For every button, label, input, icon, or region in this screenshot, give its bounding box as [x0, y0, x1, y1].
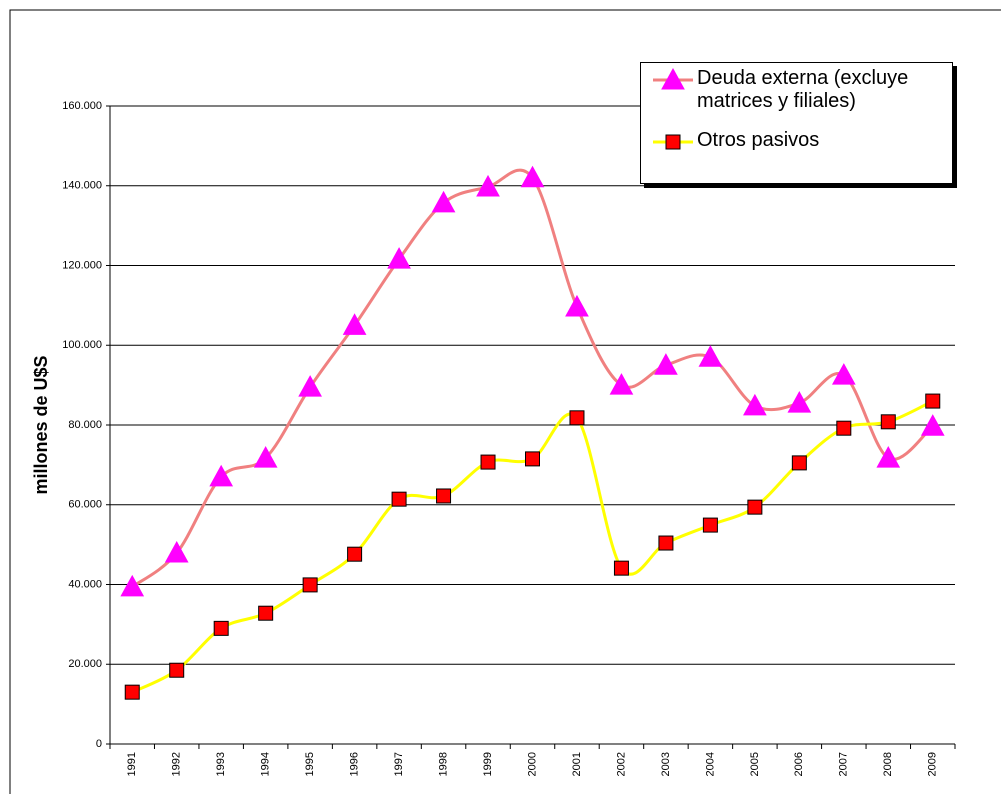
data-point	[836, 420, 852, 436]
data-point	[658, 535, 674, 551]
y-axis-label: millones de U$S	[31, 355, 51, 494]
x-tick-label: 2005	[749, 752, 761, 776]
x-tick-label: 1998	[437, 752, 449, 776]
data-point	[164, 540, 189, 563]
y-tick-label: 80.000	[68, 419, 102, 431]
x-tick-label: 1994	[260, 752, 272, 776]
x-tick-label: 1992	[171, 752, 183, 776]
y-tick-label: 100.000	[62, 339, 102, 351]
y-tick-label: 20.000	[68, 658, 102, 670]
legend-label: Otros pasivos	[697, 129, 820, 151]
x-tick-label: 2000	[526, 752, 538, 776]
data-point	[520, 165, 545, 188]
data-point	[387, 247, 411, 269]
series-line	[131, 168, 934, 589]
data-point	[569, 410, 585, 426]
data-point	[831, 363, 856, 385]
data-point	[613, 560, 629, 576]
x-tick-label: 2007	[838, 752, 850, 776]
data-point	[347, 546, 363, 562]
data-point	[791, 455, 807, 471]
data-point	[698, 345, 723, 367]
y-tick-label: 0	[96, 738, 102, 750]
data-point	[258, 605, 274, 621]
y-tick-label: 60.000	[68, 499, 102, 511]
data-point	[525, 451, 540, 467]
x-tick-label: 2001	[571, 752, 583, 776]
data-point	[920, 414, 945, 436]
x-tick-label: 2004	[704, 752, 716, 776]
x-tick-label: 2002	[615, 752, 627, 776]
y-tick-label: 120.000	[62, 259, 102, 271]
data-point	[213, 620, 229, 636]
x-tick-label: 2008	[882, 752, 894, 776]
chart-frame	[9, 9, 1001, 794]
data-point	[880, 414, 896, 430]
legend-marker	[665, 134, 681, 150]
data-point	[743, 393, 767, 416]
data-point	[169, 662, 185, 678]
data-point	[342, 313, 367, 335]
x-tick-label: 1996	[349, 752, 361, 776]
data-point	[565, 294, 589, 317]
legend-symbols	[653, 67, 693, 150]
x-tick-label: 2006	[793, 752, 805, 776]
y-tick-label: 140.000	[62, 180, 102, 192]
data-point	[747, 499, 763, 515]
data-point	[787, 391, 812, 413]
x-tick-label: 1995	[304, 752, 316, 776]
data-point	[120, 574, 145, 597]
data-point	[480, 454, 496, 470]
data-point	[391, 491, 407, 507]
data-point	[253, 446, 278, 468]
data-point	[654, 353, 678, 375]
data-point	[476, 174, 500, 197]
data-point	[702, 517, 718, 533]
legend-label: Deuda externa (excluye matrices y filial…	[697, 67, 909, 112]
x-tick-label: 2009	[927, 752, 939, 776]
data-point	[302, 577, 318, 593]
y-tick-label: 40.000	[68, 578, 102, 590]
x-tick-label: 1991	[126, 752, 138, 776]
x-tick-label: 1997	[393, 752, 405, 776]
data-point	[436, 488, 452, 504]
legend-marker	[661, 67, 685, 90]
series-line	[131, 399, 934, 694]
data-point	[431, 190, 456, 213]
x-tick-label: 2003	[660, 752, 672, 776]
data-point	[124, 684, 140, 700]
x-tick-label: 1993	[215, 752, 227, 776]
x-tick-label: 1999	[482, 752, 494, 776]
legend: Deuda externa (excluye matrices y filial…	[640, 62, 953, 184]
data-point	[298, 375, 322, 397]
data-point	[609, 373, 634, 395]
data-point	[876, 446, 901, 468]
y-tick-label: 160.000	[62, 100, 102, 112]
data-point	[925, 393, 941, 409]
data-point	[209, 464, 234, 487]
